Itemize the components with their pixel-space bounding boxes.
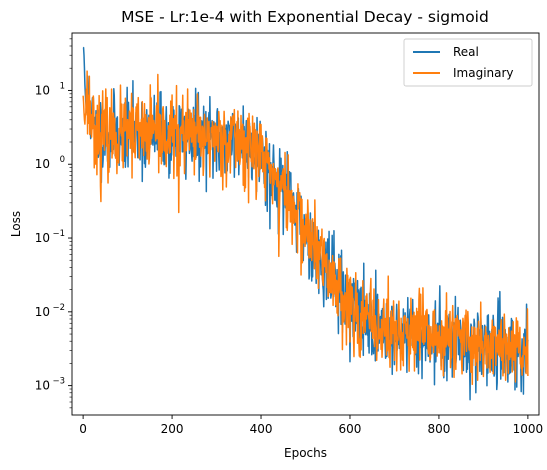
plot-frame xyxy=(71,32,540,416)
y-tick-label: 10 xyxy=(35,305,50,319)
y-tick-exponent: 0 xyxy=(60,155,65,165)
y-tick-exponent: −3 xyxy=(52,377,65,387)
legend-box xyxy=(403,38,533,87)
series-layer xyxy=(82,46,529,401)
y-tick-exponent: 1 xyxy=(60,81,65,91)
legend-label-imaginary: Imaginary xyxy=(453,66,514,80)
series-line-imaginary xyxy=(82,70,529,386)
y-tick-label: 10 xyxy=(35,379,50,393)
y-tick-label: 10 xyxy=(35,231,50,245)
x-tick-label: 400 xyxy=(250,422,273,436)
legend-label-real: Real xyxy=(453,45,479,59)
x-tick-label: 800 xyxy=(427,422,450,436)
y-axis-label: Loss xyxy=(9,211,23,237)
y-tick-exponent: −2 xyxy=(52,303,65,313)
y-tick-exponent: −1 xyxy=(52,229,65,239)
x-tick-label: 1000 xyxy=(513,422,544,436)
x-tick-label: 200 xyxy=(161,422,184,436)
chart-title: MSE - Lr:1e-4 with Exponential Decay - s… xyxy=(121,8,489,26)
plot-area xyxy=(71,32,540,416)
x-tick-label: 600 xyxy=(339,422,362,436)
x-tick-label: 0 xyxy=(79,422,87,436)
legend: Real Imaginary xyxy=(403,38,533,87)
x-axis-label: Epochs xyxy=(284,446,327,460)
y-tick-label: 10 xyxy=(35,157,50,171)
x-axis: 0 200 400 600 800 1000 xyxy=(79,415,543,436)
y-tick-label: 10 xyxy=(35,83,50,97)
